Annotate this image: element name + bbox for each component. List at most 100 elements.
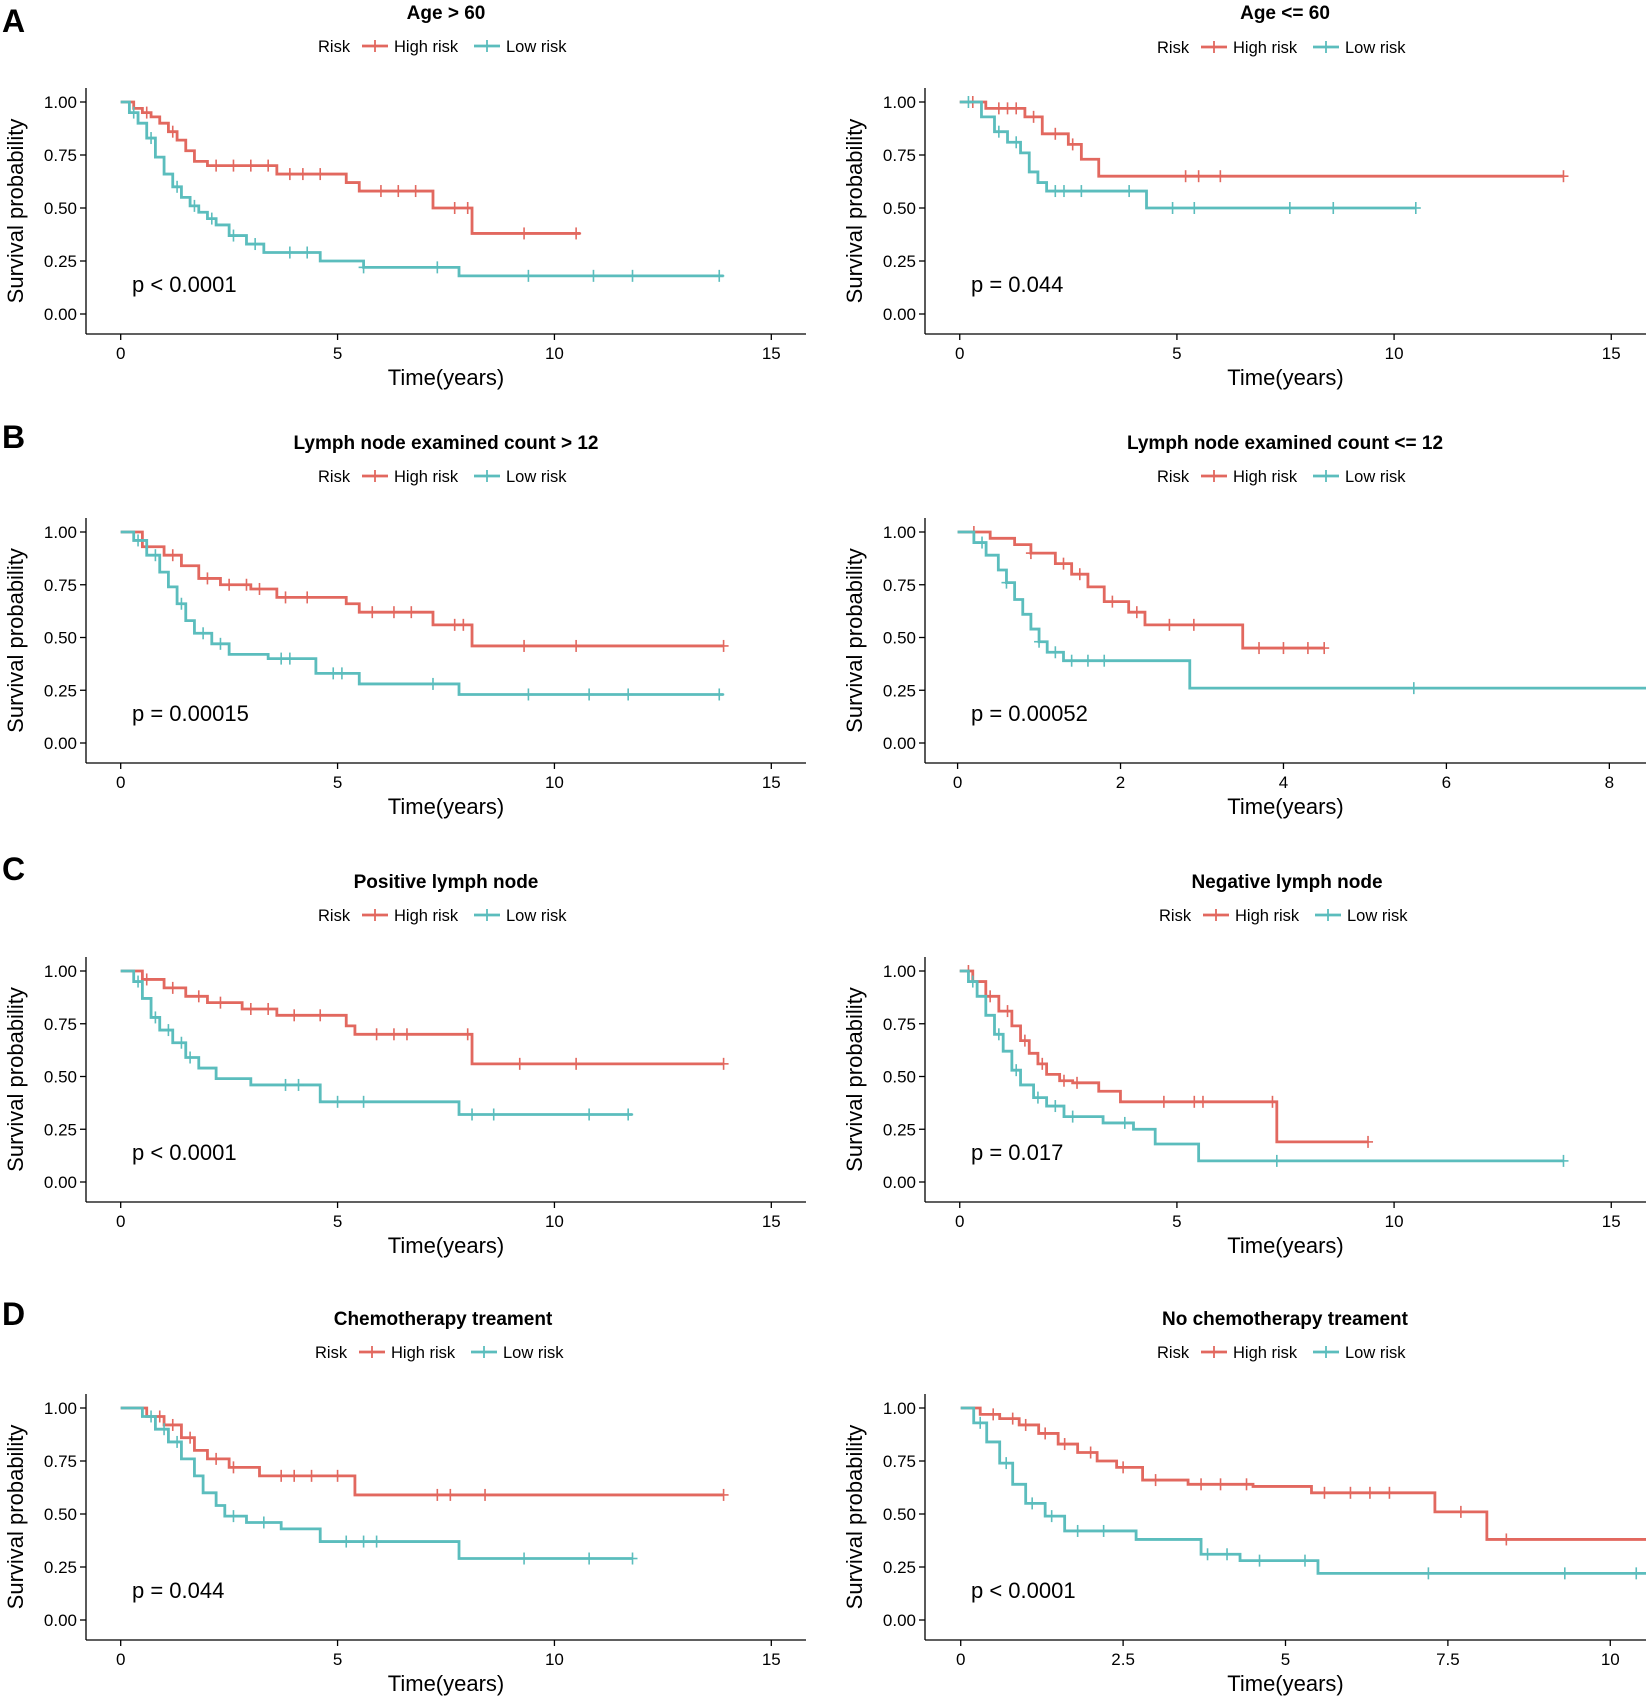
y-tick-label: 0.25 xyxy=(883,1558,916,1577)
y-tick-label: 0.00 xyxy=(44,734,77,753)
x-tick-label: 15 xyxy=(762,773,781,792)
y-tick-label: 0.25 xyxy=(44,681,77,700)
y-tick-label: 1.00 xyxy=(883,523,916,542)
legend-title: Risk xyxy=(1159,907,1192,925)
chart-title: No chemotherapy treament xyxy=(1162,1309,1409,1330)
y-axis-label: Survival probability xyxy=(842,548,867,733)
panel-letter-a: A xyxy=(2,3,25,39)
legend-title: Risk xyxy=(1157,39,1190,57)
y-tick-label: 1.00 xyxy=(883,962,916,981)
x-tick-label: 10 xyxy=(545,773,564,792)
p-value-label: p = 0.017 xyxy=(971,1140,1063,1165)
legend-title: Risk xyxy=(315,1344,348,1362)
y-axis-label: Survival probability xyxy=(842,987,867,1172)
chart-title: Negative lymph node xyxy=(1191,872,1382,893)
panel-letter-c: C xyxy=(2,851,25,887)
y-tick-label: 0.75 xyxy=(883,576,916,595)
y-tick-label: 1.00 xyxy=(44,962,77,981)
y-tick-label: 1.00 xyxy=(883,93,916,112)
km-panel-8: No chemotherapy treament Risk High risk Low… xyxy=(842,1309,1646,1696)
legend-label-1: High risk xyxy=(1235,907,1300,925)
chart-title: Positive lymph node xyxy=(354,872,539,893)
x-axis-label: Time(years) xyxy=(388,1233,505,1258)
x-tick-label: 0 xyxy=(116,1212,125,1231)
y-tick-label: 1.00 xyxy=(44,523,77,542)
legend-label-2: Low risk xyxy=(506,468,567,486)
x-axis-label: Time(years) xyxy=(388,794,505,819)
x-tick-label: 6 xyxy=(1442,773,1451,792)
km-curve-high-risk xyxy=(120,530,724,648)
x-tick-label: 5 xyxy=(333,773,342,792)
x-tick-label: 15 xyxy=(1602,1212,1621,1231)
x-tick-label: 2 xyxy=(1116,773,1125,792)
km-curve-low-risk xyxy=(959,969,1564,1163)
x-tick-label: 0 xyxy=(953,773,962,792)
y-tick-label: 0.50 xyxy=(44,1505,77,1524)
x-tick-label: 5 xyxy=(1172,1212,1181,1231)
y-tick-label: 0.00 xyxy=(44,1611,77,1630)
km-curve-low-risk xyxy=(957,530,1646,690)
y-tick-label: 0.50 xyxy=(44,629,77,648)
legend-label-2: Low risk xyxy=(503,1344,564,1362)
y-tick-label: 0.00 xyxy=(883,305,916,324)
y-tick-label: 0.75 xyxy=(44,146,77,165)
y-tick-label: 0.50 xyxy=(44,1068,77,1087)
km-panel-2: Age <= 60 Risk High risk Low risk 0.00 0.25 0.… xyxy=(842,3,1646,390)
x-axis-label: Time(years) xyxy=(388,1671,505,1696)
x-tick-label: 0 xyxy=(116,344,125,363)
km-panel-6: Negative lymph node Risk High risk Low risk… xyxy=(842,872,1646,1258)
x-tick-label: 5 xyxy=(1281,1650,1290,1669)
x-axis-label: Time(years) xyxy=(1227,365,1344,390)
y-tick-label: 1.00 xyxy=(44,1399,77,1418)
x-tick-label: 5 xyxy=(333,1650,342,1669)
p-value-label: p < 0.0001 xyxy=(132,1140,237,1165)
y-tick-label: 0.00 xyxy=(883,734,916,753)
km-curve-high-risk xyxy=(120,1406,724,1497)
legend-label-1: High risk xyxy=(1233,39,1298,57)
y-tick-label: 0.25 xyxy=(44,1558,77,1577)
y-tick-label: 0.00 xyxy=(44,1173,77,1192)
p-value-label: p = 0.044 xyxy=(971,272,1063,297)
y-axis-label: Survival probability xyxy=(3,548,28,733)
legend-title: Risk xyxy=(1157,468,1190,486)
y-tick-label: 0.50 xyxy=(44,199,77,218)
legend: Risk High risk Low risk xyxy=(318,468,567,486)
legend-title: Risk xyxy=(318,38,351,56)
y-tick-label: 0.50 xyxy=(883,629,916,648)
x-tick-label: 10 xyxy=(1601,1650,1620,1669)
chart-title: Age <= 60 xyxy=(1240,3,1330,24)
legend-label-1: High risk xyxy=(394,907,459,925)
p-value-label: p = 0.044 xyxy=(132,1578,224,1603)
y-tick-label: 0.00 xyxy=(44,305,77,324)
legend-title: Risk xyxy=(318,468,351,486)
x-tick-label: 8 xyxy=(1605,773,1614,792)
legend-label-2: Low risk xyxy=(1345,468,1406,486)
legend-label-1: High risk xyxy=(391,1344,456,1362)
y-tick-label: 0.00 xyxy=(883,1611,916,1630)
legend-label-1: High risk xyxy=(1233,1344,1298,1362)
y-tick-label: 0.75 xyxy=(44,576,77,595)
y-tick-label: 0.75 xyxy=(883,1452,916,1471)
x-tick-label: 2.5 xyxy=(1111,1650,1135,1669)
y-tick-label: 0.75 xyxy=(883,1015,916,1034)
legend: Risk High risk Low risk xyxy=(1159,907,1408,925)
y-axis-label: Survival probability xyxy=(3,1425,28,1610)
x-axis-label: Time(years) xyxy=(1227,794,1344,819)
x-tick-label: 10 xyxy=(545,344,564,363)
legend: Risk High risk Low risk xyxy=(1157,1344,1406,1362)
y-tick-label: 0.25 xyxy=(883,1120,916,1139)
y-axis-label: Survival probability xyxy=(842,1425,867,1610)
y-tick-label: 0.25 xyxy=(44,1120,77,1139)
legend-title: Risk xyxy=(318,907,351,925)
km-curve-low-risk xyxy=(120,969,633,1116)
legend: Risk High risk Low risk xyxy=(1157,468,1406,486)
y-tick-label: 1.00 xyxy=(883,1399,916,1418)
x-tick-label: 0 xyxy=(955,344,964,363)
y-axis-label: Survival probability xyxy=(3,987,28,1172)
chart-title: Lymph node examined count <= 12 xyxy=(1127,433,1443,454)
chart-title: Age > 60 xyxy=(407,3,486,24)
legend-label-1: High risk xyxy=(394,38,459,56)
km-panel-1: Age > 60 Risk High risk Low risk 0.00 0.25 0.5… xyxy=(3,3,806,390)
